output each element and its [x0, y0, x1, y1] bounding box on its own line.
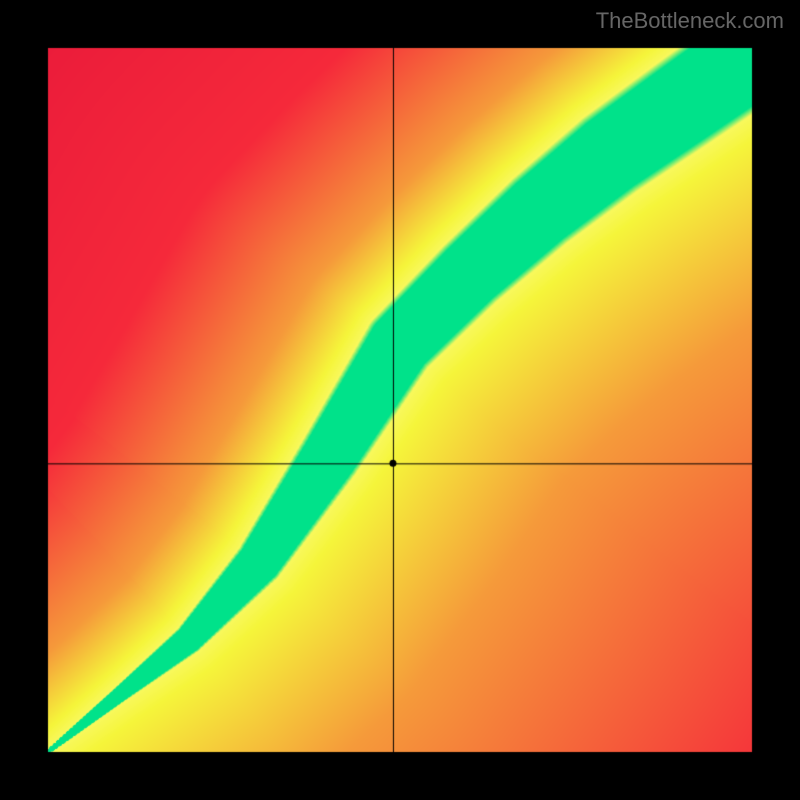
- watermark-text: TheBottleneck.com: [596, 8, 784, 34]
- chart-container: TheBottleneck.com: [0, 0, 800, 800]
- heatmap-canvas: [0, 0, 800, 800]
